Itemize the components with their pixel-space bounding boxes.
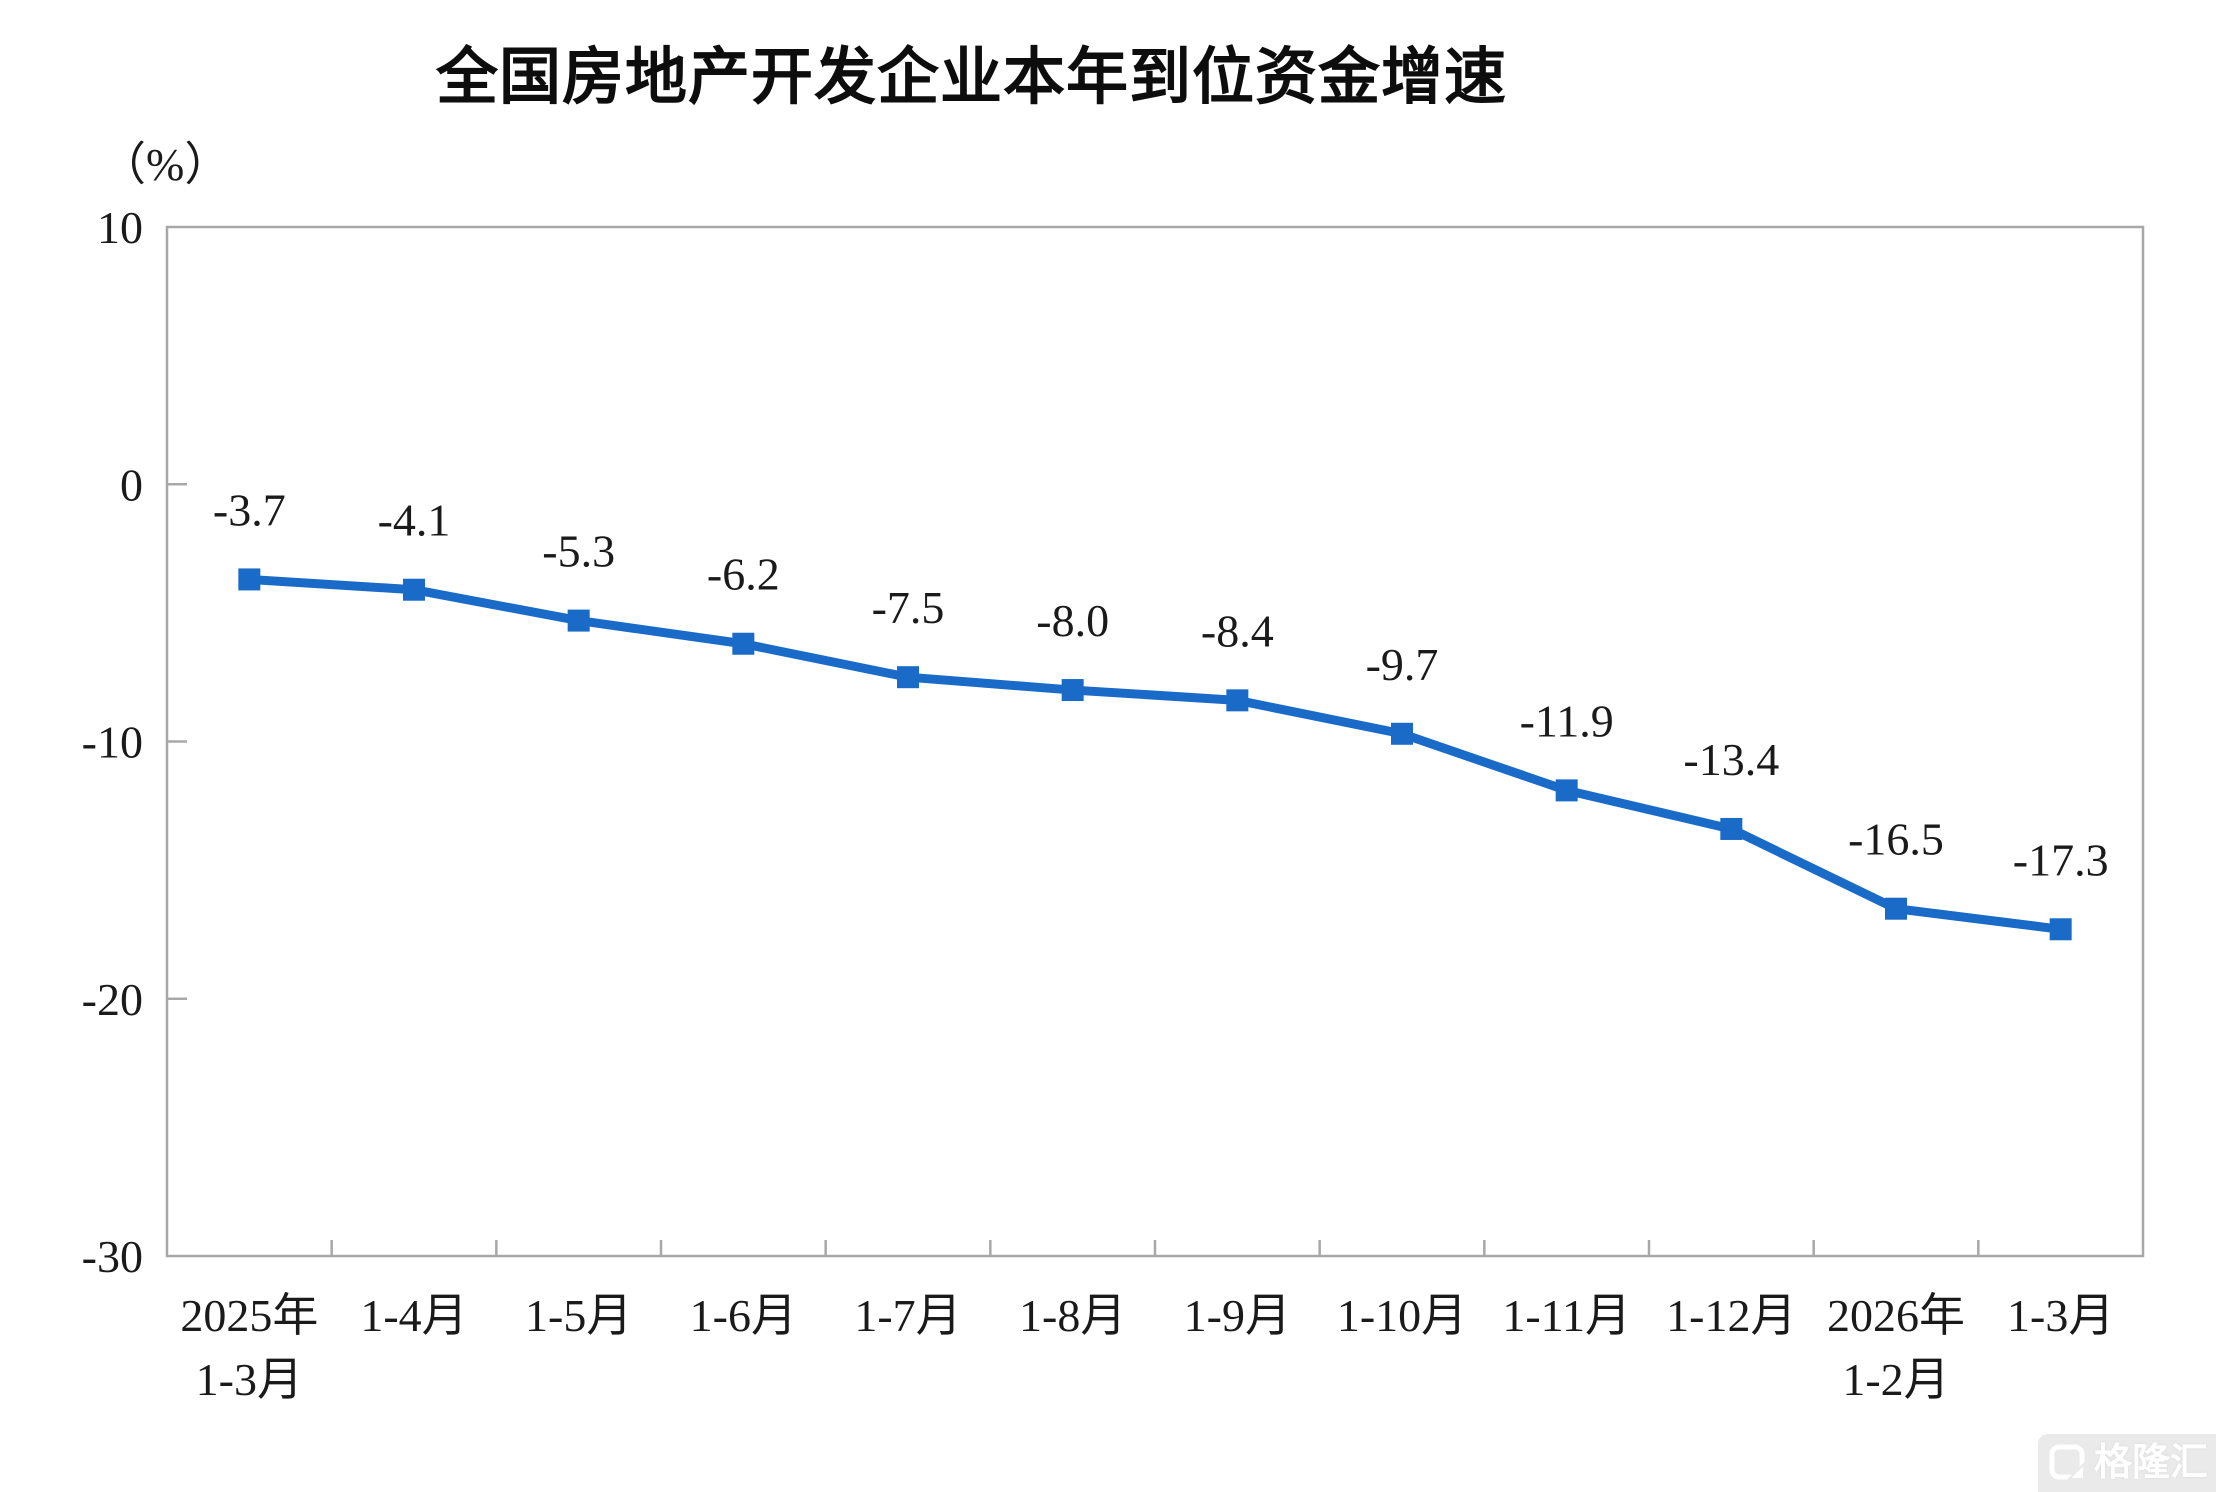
x-tick-label: 2026年 1-2月 xyxy=(1827,1290,1965,1405)
data-point-marker xyxy=(1555,779,1578,802)
data-point-label: -9.7 xyxy=(1366,639,1439,690)
x-tick-label: 1-6月 xyxy=(690,1290,797,1341)
x-tick-label: 1-9月 xyxy=(1184,1290,1291,1341)
data-point-label: -17.3 xyxy=(2013,834,2109,885)
data-point-marker xyxy=(403,578,425,601)
plot-area xyxy=(165,225,2145,1258)
data-point-marker xyxy=(1226,689,1249,712)
data-point-marker xyxy=(897,666,919,689)
data-point-marker xyxy=(1391,722,1413,745)
chart-title: 全国房地产开发企业本年到位资金增速 xyxy=(436,43,1508,112)
data-point-marker xyxy=(1061,679,1084,702)
data-point-label: -8.0 xyxy=(1036,595,1109,646)
data-point-label: -16.5 xyxy=(1848,814,1944,865)
x-tick-label: 1-4月 xyxy=(360,1290,467,1341)
y-tick-label: -10 xyxy=(82,717,143,768)
data-point-marker xyxy=(567,609,590,632)
x-tick-label: 1-7月 xyxy=(854,1290,961,1341)
x-tick-label: 1-11月 xyxy=(1502,1290,1631,1341)
x-tick-label: 1-8月 xyxy=(1019,1290,1126,1341)
x-tick-label: 1-12月 xyxy=(1666,1290,1796,1341)
data-point-label: -5.3 xyxy=(542,526,615,577)
y-tick-label: 0 xyxy=(120,459,143,510)
gelonghui-logo-icon xyxy=(2049,1444,2085,1480)
data-point-label: -3.7 xyxy=(213,484,286,535)
data-point-label: -7.5 xyxy=(872,582,945,633)
data-point-label: -6.2 xyxy=(707,549,780,600)
y-axis-unit-label: （%） xyxy=(100,139,231,190)
y-tick-label: 10 xyxy=(97,202,143,253)
x-tick-label: 1-10月 xyxy=(1337,1290,1467,1341)
data-point-marker xyxy=(238,568,261,591)
x-tick-label: 2025年 1-3月 xyxy=(180,1290,318,1405)
data-point-marker xyxy=(1885,897,1907,920)
data-point-marker xyxy=(732,632,755,655)
data-point-label: -4.1 xyxy=(378,495,451,546)
data-point-label: -8.4 xyxy=(1201,605,1274,656)
x-tick-label: 1-5月 xyxy=(525,1290,632,1341)
watermark: 格隆汇 xyxy=(2038,1434,2216,1492)
data-point-marker xyxy=(1720,817,1743,840)
data-point-label: -11.9 xyxy=(1520,695,1614,746)
y-tick-label: -30 xyxy=(82,1231,143,1282)
data-line xyxy=(249,574,2062,934)
y-tick-label: -20 xyxy=(82,974,143,1025)
data-point-marker xyxy=(2049,918,2072,941)
watermark-text: 格隆汇 xyxy=(2093,1442,2208,1484)
data-point-label: -13.4 xyxy=(1683,734,1779,785)
x-tick-label: 1-3月 xyxy=(2007,1290,2114,1341)
